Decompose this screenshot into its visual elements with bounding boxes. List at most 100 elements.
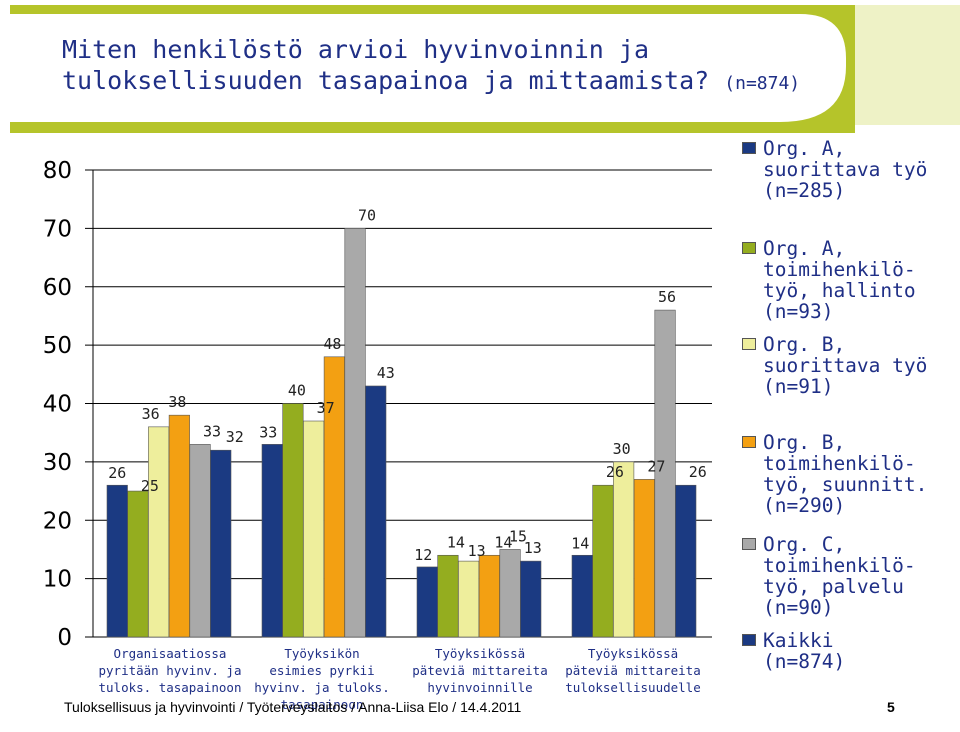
- title-sample-size: (n=874): [724, 73, 801, 94]
- data-label: 43: [377, 364, 395, 382]
- data-label: 38: [168, 393, 186, 411]
- legend-item: Org. A, suorittava työ (n=285): [742, 138, 960, 201]
- legend-label: Org. A,: [763, 237, 846, 260]
- data-label: 33: [203, 422, 221, 440]
- bar: [282, 403, 304, 638]
- legend-label: Org. C,: [763, 533, 846, 556]
- legend-label: työ, suunnitt.: [763, 473, 928, 496]
- bar: [654, 309, 676, 638]
- bar: [675, 484, 697, 638]
- y-tick-label: 50: [43, 333, 72, 359]
- category-label: Työyksikössä: [435, 646, 525, 661]
- bar: [303, 420, 325, 638]
- data-label: 25: [141, 477, 159, 495]
- legend-label: työ, hallinto: [763, 279, 916, 302]
- bar: [416, 566, 438, 638]
- bar: [592, 484, 614, 638]
- category-label: hyvinvoinnille: [427, 680, 532, 695]
- bar: [148, 426, 170, 638]
- data-label: 12: [414, 546, 432, 564]
- legend-swatch: [742, 436, 756, 448]
- y-axis-ticks: 0 10 20 30 40 50 60 70 80: [43, 158, 72, 651]
- bar: [499, 549, 521, 638]
- category-label: Työyksikön: [284, 646, 359, 661]
- legend-swatch: [742, 338, 756, 350]
- legend-swatch: [742, 538, 756, 550]
- legend-label: (n=91): [763, 375, 834, 398]
- category-labels: Organisaatiossa pyritään hyvinv. ja tuloks…: [99, 646, 701, 712]
- page-number: 5: [887, 699, 895, 715]
- y-tick-label: 40: [43, 392, 72, 418]
- data-label: 14: [447, 533, 465, 551]
- legend-label: (n=285): [763, 179, 846, 202]
- category-label: esimies pyrkii: [269, 663, 374, 678]
- data-label: 37: [317, 399, 335, 417]
- category-label: tasapainoon: [281, 697, 364, 712]
- bar: [261, 444, 283, 638]
- legend-item: Org. C, toimihenkilö-työ, palvelu (n=90): [742, 534, 960, 618]
- legend-item: Org. B, suorittava työ (n=91): [742, 334, 960, 397]
- y-tick-label: 20: [43, 508, 72, 534]
- footer-text: Tuloksellisuus ja hyvinvointi / Työterve…: [64, 699, 522, 715]
- data-label: 26: [108, 464, 126, 482]
- title-line-1: Miten henkilöstö arvioi hyvinvoinnin ja: [62, 35, 649, 64]
- category-label: päteviä mittareita: [412, 663, 547, 678]
- title-line-2-text: tuloksellisuuden tasapainoa ja mittaamis…: [62, 66, 710, 95]
- data-label: 70: [358, 206, 376, 224]
- legend-label: Org. B,: [763, 333, 846, 356]
- legend-swatch: [742, 242, 756, 254]
- data-label: 26: [689, 463, 707, 481]
- legend-label: (n=90): [763, 596, 834, 619]
- legend-swatch: [742, 142, 756, 154]
- bar: [613, 461, 635, 638]
- bar: [633, 479, 655, 638]
- bar: [571, 554, 593, 638]
- bar: [365, 385, 387, 638]
- category-label: Organisaatiossa: [114, 646, 227, 661]
- category-label: tuloksellisuudelle: [565, 680, 700, 695]
- y-tick-label: 60: [43, 275, 72, 301]
- legend-label: Kaikki: [763, 629, 834, 652]
- slide-title: Miten henkilöstö arvioi hyvinvoinnin ja …: [62, 34, 862, 99]
- chart-bars: [106, 228, 697, 638]
- bar: [478, 554, 500, 638]
- bar: [437, 554, 459, 638]
- legend-label: (n=290): [763, 494, 846, 517]
- category-label: pyritään hyvinv. ja: [99, 663, 242, 678]
- legend-label: (n=93): [763, 300, 834, 323]
- category-label: tuloks. tasapainoon: [99, 680, 242, 695]
- data-label: 33: [259, 423, 277, 441]
- data-label: 14: [571, 534, 589, 552]
- legend-label: suorittava työ: [763, 158, 928, 181]
- legend-label: työ, palvelu: [763, 575, 904, 598]
- bar: [520, 560, 542, 638]
- title-line-2: tuloksellisuuden tasapainoa ja mittaamis…: [62, 65, 862, 99]
- y-tick-label: 0: [57, 625, 72, 651]
- data-label: 13: [524, 539, 542, 557]
- data-label: 15: [509, 527, 527, 545]
- data-label: 14: [494, 533, 512, 551]
- data-label: 36: [142, 405, 160, 423]
- legend-item: Org. A, toimihenkilö-työ, hallinto (n=93): [742, 238, 960, 322]
- data-label: 48: [323, 335, 341, 353]
- category-label: Työyksikössä: [588, 646, 678, 661]
- category-label: päteviä mittareita: [565, 663, 700, 678]
- data-label: 30: [613, 440, 631, 458]
- bar: [168, 414, 190, 638]
- bar: [458, 560, 480, 638]
- legend-label: Org. B,: [763, 431, 846, 454]
- legend-swatch: [742, 634, 756, 646]
- legend-label: toimihenkilö-: [763, 554, 916, 577]
- bar: [189, 444, 211, 638]
- data-label: 13: [468, 542, 486, 560]
- bar: [106, 484, 128, 638]
- data-label: 32: [226, 428, 244, 446]
- data-label: 27: [647, 457, 665, 475]
- data-label: 40: [288, 382, 306, 400]
- category-label: hyvinv. ja tuloks.: [254, 680, 389, 695]
- legend-label: Org. A,: [763, 137, 846, 160]
- bar: [344, 228, 366, 638]
- legend-label: toimihenkilö-: [763, 258, 916, 281]
- legend-label: toimihenkilö-: [763, 452, 916, 475]
